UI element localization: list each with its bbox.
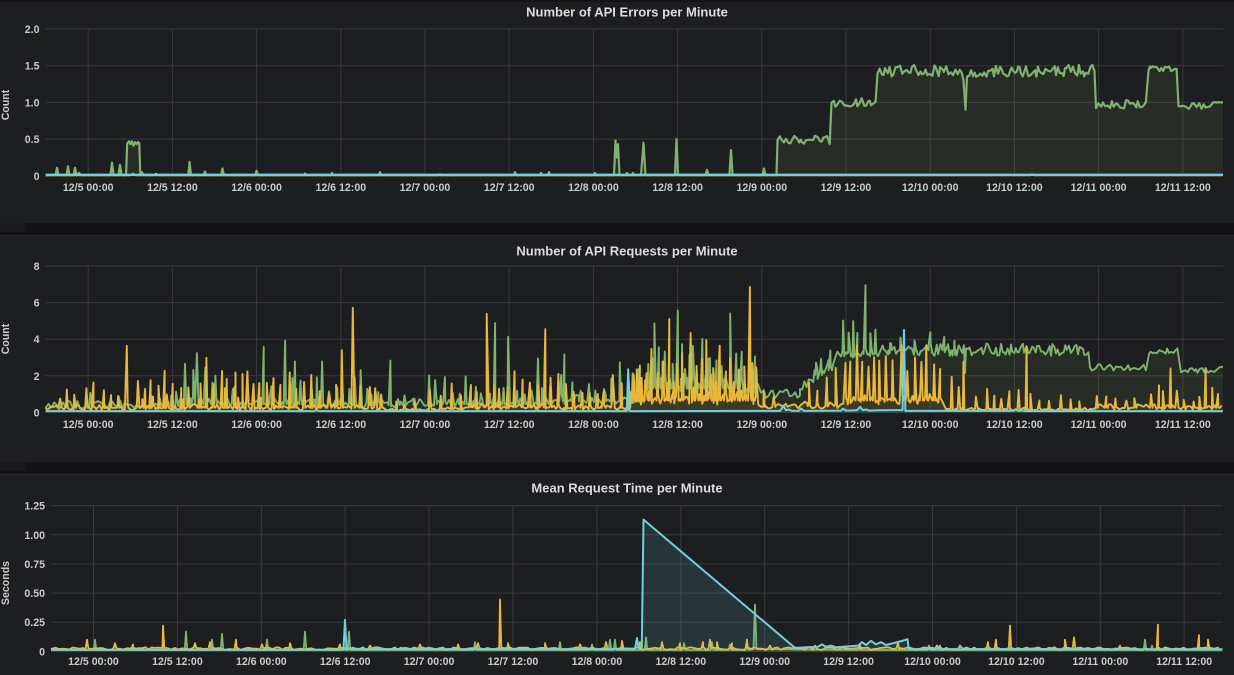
svg-text:0: 0 — [34, 407, 40, 419]
svg-text:12/5 00:00: 12/5 00:00 — [68, 656, 119, 668]
svg-text:12/11 12:00: 12/11 12:00 — [1156, 656, 1212, 668]
svg-text:12/11 00:00: 12/11 00:00 — [1071, 182, 1127, 194]
svg-text:0.50: 0.50 — [24, 588, 45, 600]
svg-text:12/6 12:00: 12/6 12:00 — [315, 419, 366, 431]
svg-text:12/7 00:00: 12/7 00:00 — [400, 419, 451, 431]
svg-text:0: 0 — [34, 171, 40, 183]
svg-text:12/7 12:00: 12/7 12:00 — [488, 656, 539, 668]
svg-text:12/5 12:00: 12/5 12:00 — [147, 182, 198, 194]
svg-text:12/8 12:00: 12/8 12:00 — [652, 419, 703, 431]
svg-text:12/10 12:00: 12/10 12:00 — [988, 656, 1045, 668]
svg-text:4: 4 — [34, 334, 40, 346]
svg-text:0: 0 — [39, 646, 45, 658]
svg-text:12/7 12:00: 12/7 12:00 — [484, 182, 535, 194]
svg-text:12/7 00:00: 12/7 00:00 — [400, 182, 451, 194]
svg-text:12/10 12:00: 12/10 12:00 — [986, 419, 1043, 431]
svg-text:1.0: 1.0 — [25, 97, 40, 109]
svg-text:Number of API Requests per Min: Number of API Requests per Minute — [516, 244, 737, 259]
svg-text:12/8 12:00: 12/8 12:00 — [655, 656, 706, 668]
svg-text:12/6 00:00: 12/6 00:00 — [236, 656, 287, 668]
svg-text:12/10 00:00: 12/10 00:00 — [902, 419, 959, 431]
svg-text:6: 6 — [34, 298, 40, 310]
svg-text:12/10 00:00: 12/10 00:00 — [902, 182, 959, 194]
svg-text:12/8 00:00: 12/8 00:00 — [568, 419, 619, 431]
svg-text:2.0: 2.0 — [25, 24, 40, 36]
svg-text:Count: Count — [0, 89, 12, 120]
svg-text:12/6 12:00: 12/6 12:00 — [320, 656, 371, 668]
svg-text:12/8 12:00: 12/8 12:00 — [652, 182, 703, 194]
svg-text:12/8 00:00: 12/8 00:00 — [568, 182, 619, 194]
svg-text:12/6 12:00: 12/6 12:00 — [315, 182, 366, 194]
svg-text:12/8 00:00: 12/8 00:00 — [572, 656, 623, 668]
svg-text:12/5 12:00: 12/5 12:00 — [152, 656, 203, 668]
svg-text:12/5 00:00: 12/5 00:00 — [63, 419, 114, 431]
svg-text:12/9 00:00: 12/9 00:00 — [736, 182, 787, 194]
svg-text:0.25: 0.25 — [24, 617, 45, 629]
svg-text:Mean Request Time per Minute: Mean Request Time per Minute — [531, 481, 722, 496]
svg-text:12/5 12:00: 12/5 12:00 — [147, 419, 198, 431]
svg-text:8: 8 — [34, 261, 40, 273]
svg-text:12/11 00:00: 12/11 00:00 — [1071, 419, 1127, 431]
svg-text:12/6 00:00: 12/6 00:00 — [231, 419, 282, 431]
svg-text:1.25: 1.25 — [24, 501, 45, 513]
svg-text:12/9 00:00: 12/9 00:00 — [739, 656, 790, 668]
svg-text:12/9 12:00: 12/9 12:00 — [821, 182, 872, 194]
svg-text:2: 2 — [34, 371, 40, 383]
svg-text:12/9 12:00: 12/9 12:00 — [821, 419, 872, 431]
svg-text:12/7 12:00: 12/7 12:00 — [484, 419, 535, 431]
svg-text:12/11 00:00: 12/11 00:00 — [1072, 656, 1128, 668]
svg-text:12/7 00:00: 12/7 00:00 — [404, 656, 455, 668]
svg-text:Seconds: Seconds — [0, 561, 12, 605]
svg-text:12/9 12:00: 12/9 12:00 — [823, 656, 874, 668]
svg-text:12/11 12:00: 12/11 12:00 — [1155, 182, 1211, 194]
svg-text:Number of API Errors per Minut: Number of API Errors per Minute — [526, 5, 728, 20]
svg-text:12/10 00:00: 12/10 00:00 — [904, 656, 961, 668]
svg-text:12/11 12:00: 12/11 12:00 — [1155, 419, 1211, 431]
svg-text:12/5 00:00: 12/5 00:00 — [63, 182, 114, 194]
svg-text:0.75: 0.75 — [24, 559, 45, 571]
svg-text:0.5: 0.5 — [25, 134, 40, 146]
svg-text:Count: Count — [0, 323, 12, 354]
svg-text:1.00: 1.00 — [24, 530, 45, 542]
svg-text:12/6 00:00: 12/6 00:00 — [231, 182, 282, 194]
svg-text:12/10 12:00: 12/10 12:00 — [986, 182, 1043, 194]
svg-text:1.5: 1.5 — [25, 61, 40, 73]
svg-text:12/9 00:00: 12/9 00:00 — [736, 419, 787, 431]
